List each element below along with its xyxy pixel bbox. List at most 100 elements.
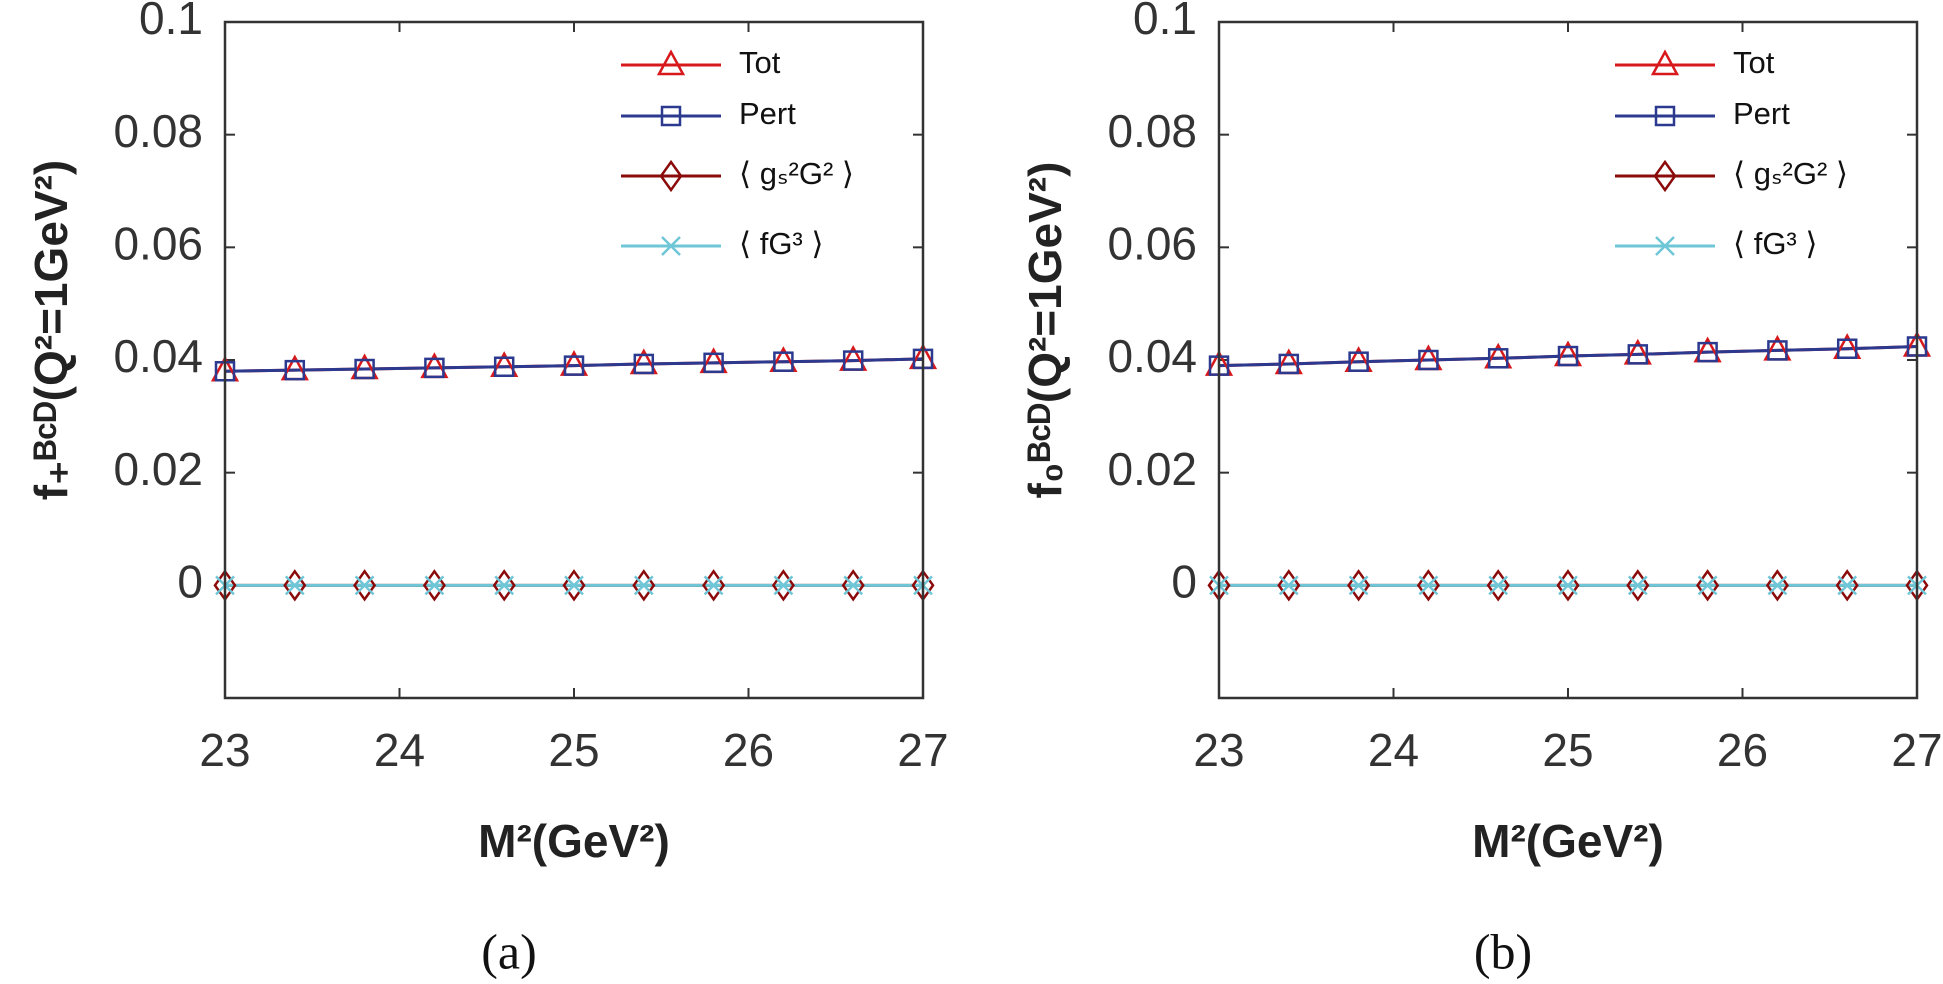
marker-square — [1836, 338, 1858, 359]
plot-frame — [223, 20, 925, 700]
marker-diamond — [492, 569, 516, 602]
marker-diamond — [1765, 569, 1789, 602]
marker-x — [1655, 236, 1675, 256]
marker-x — [843, 575, 864, 596]
marker-x — [1278, 575, 1299, 596]
marker-x — [1558, 575, 1578, 596]
marker-square — [1697, 341, 1718, 363]
marker-diamond — [1626, 569, 1650, 602]
marker-square — [660, 105, 682, 127]
marker-square — [424, 357, 445, 379]
marker-diamond — [702, 569, 726, 602]
x-tick-label: 23 — [199, 724, 250, 776]
panel-label: (b) — [1474, 923, 1532, 979]
marker-square — [1654, 105, 1676, 127]
y-tick-label: 0.06 — [113, 217, 203, 269]
marker-triangle — [1650, 49, 1680, 76]
x-axis-label: M²(GeV²) — [478, 815, 670, 867]
x-tick-label: 27 — [897, 724, 948, 776]
y-tick-label: 0.02 — [113, 443, 203, 495]
marker-square — [703, 352, 724, 374]
marker-diamond — [1835, 569, 1859, 602]
y-tick-label: 0.08 — [113, 105, 203, 157]
marker-x — [284, 575, 305, 596]
marker-square — [773, 351, 794, 372]
marker-square — [1348, 351, 1369, 372]
legend-label: ⟨ gₛ²G² ⟩ — [739, 156, 854, 191]
marker-x — [424, 575, 445, 596]
marker-diamond — [562, 569, 586, 602]
marker-x — [1837, 575, 1858, 596]
legend-label: Tot — [739, 45, 781, 80]
series-line — [1218, 344, 1918, 368]
legend-label: ⟨ fG³ ⟩ — [739, 226, 823, 261]
marker-diamond — [353, 569, 377, 602]
y-axis-label: f₊ᴮᶜᴰ(Q²=1GeV²) — [25, 160, 77, 500]
y-tick-label: 0.04 — [1107, 330, 1197, 382]
marker-diamond — [1347, 569, 1371, 602]
marker-square — [1418, 349, 1439, 371]
x-tick-label: 26 — [1717, 724, 1768, 776]
marker-x — [1697, 575, 1718, 596]
marker-diamond — [1277, 569, 1301, 602]
legend-label: Pert — [739, 96, 796, 131]
marker-x — [773, 575, 794, 596]
x-tick-label: 26 — [723, 724, 774, 776]
marker-x — [564, 575, 584, 596]
marker-diamond — [632, 569, 656, 602]
marker-diamond — [422, 569, 446, 602]
marker-square — [1278, 353, 1300, 375]
marker-diamond — [1486, 569, 1510, 602]
marker-diamond — [841, 569, 865, 602]
x-tick-label: 24 — [1368, 724, 1419, 776]
legend-label: Pert — [1733, 96, 1790, 131]
marker-diamond — [1653, 159, 1677, 193]
marker-x — [354, 575, 375, 596]
marker-square — [633, 353, 655, 375]
marker-x — [1488, 575, 1509, 596]
marker-x — [633, 575, 654, 596]
marker-x — [494, 575, 515, 596]
y-tick-label: 0.1 — [139, 0, 203, 44]
marker-diamond — [659, 159, 683, 193]
marker-diamond — [771, 569, 795, 602]
marker-x — [661, 236, 681, 256]
marker-diamond — [283, 569, 307, 602]
marker-square — [284, 359, 306, 381]
x-tick-label: 25 — [548, 724, 599, 776]
y-tick-label: 0.06 — [1107, 217, 1197, 269]
marker-diamond — [1556, 569, 1580, 602]
plot-frame — [1217, 20, 1919, 700]
marker-square — [1487, 348, 1509, 369]
marker-x — [1348, 575, 1369, 596]
marker-square — [1557, 345, 1579, 367]
marker-x — [1418, 575, 1439, 596]
y-axis-label: f₀ᴮᶜᴰ(Q²=1GeV²) — [1019, 162, 1071, 499]
y-tick-label: 0.02 — [1107, 443, 1197, 495]
marker-square — [1627, 344, 1649, 365]
marker-triangle — [656, 49, 686, 76]
legend-label: ⟨ gₛ²G² ⟩ — [1733, 156, 1848, 191]
x-tick-label: 24 — [374, 724, 425, 776]
legend-label: ⟨ fG³ ⟩ — [1733, 226, 1817, 261]
legend-label: Tot — [1733, 45, 1775, 80]
marker-square — [493, 356, 515, 378]
marker-diamond — [1416, 569, 1440, 602]
marker-square — [563, 355, 585, 376]
x-tick-label: 25 — [1542, 724, 1593, 776]
x-tick-label: 27 — [1891, 724, 1942, 776]
y-tick-label: 0 — [1171, 555, 1197, 607]
marker-square — [1767, 340, 1788, 361]
series-line — [224, 357, 924, 373]
y-tick-label: 0.1 — [1133, 0, 1197, 44]
marker-square — [842, 350, 864, 371]
y-tick-label: 0.04 — [113, 330, 203, 382]
marker-diamond — [1696, 569, 1720, 602]
marker-x — [1767, 575, 1788, 596]
marker-square — [354, 358, 375, 380]
marker-x — [1627, 575, 1648, 596]
y-tick-label: 0 — [177, 555, 203, 607]
panel-label: (a) — [481, 923, 537, 979]
x-tick-label: 23 — [1193, 724, 1244, 776]
